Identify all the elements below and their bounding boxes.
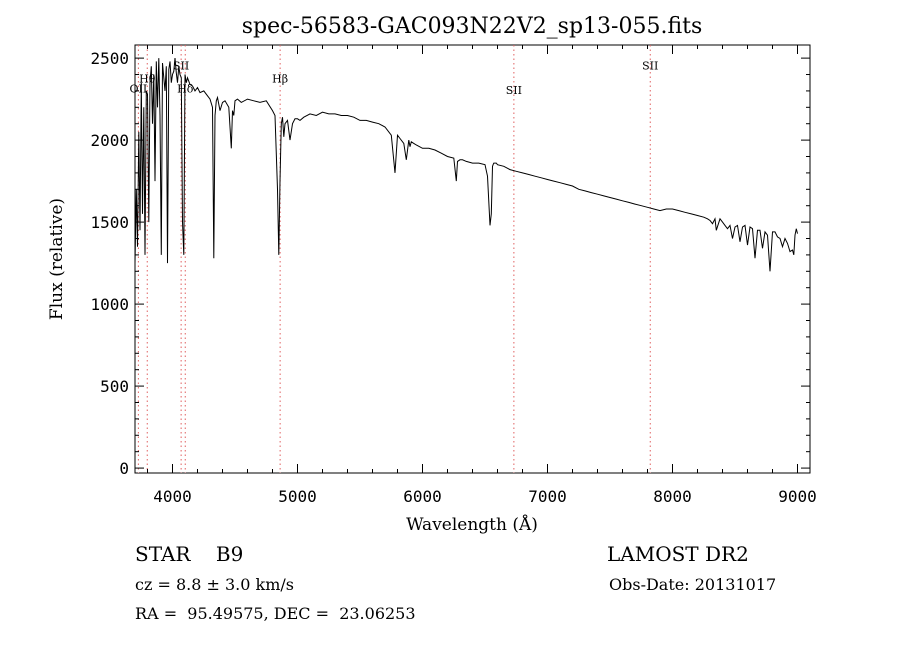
velocity-text: cz = 8.8 ± 3.0 km/s <box>135 575 294 594</box>
x-tick-label: 7000 <box>528 487 567 506</box>
line-marker-label: SII <box>173 60 189 73</box>
y-tick-label: 0 <box>119 459 129 478</box>
y-tick-label: 2000 <box>90 131 129 150</box>
plot-frame <box>134 44 811 474</box>
chart-title: spec-56583-GAC093N22V2_sp13-055.fits <box>242 14 703 39</box>
y-axis-label: Flux (relative) <box>47 198 67 320</box>
y-tick-label: 2500 <box>90 49 129 68</box>
x-tick-label: 9000 <box>778 487 817 506</box>
line-marker-label: OII <box>130 83 148 96</box>
line-marker-label: SII <box>642 60 658 73</box>
line-marker-label: Hβ <box>272 73 288 86</box>
coordinates-text: RA = 95.49575, DEC = 23.06253 <box>135 604 416 623</box>
y-axis: 0 500 1000 1500 2000 2500 <box>90 49 810 478</box>
x-tick-label: 4000 <box>153 487 192 506</box>
line-marker-label: SII <box>506 84 522 97</box>
object-class: STAR B9 <box>135 542 243 566</box>
survey-label: LAMOST DR2 <box>607 542 749 566</box>
star-label: STAR <box>135 542 191 566</box>
x-tick-label: 6000 <box>403 487 442 506</box>
y-tick-label: 1000 <box>90 295 129 314</box>
x-tick-label: 5000 <box>278 487 317 506</box>
x-tick-label: 8000 <box>653 487 692 506</box>
spectrum-line <box>134 58 798 272</box>
x-axis-label: Wavelength (Å) <box>406 514 538 535</box>
y-tick-label: 500 <box>100 377 129 396</box>
obs-date: Obs-Date: 20131017 <box>609 575 777 594</box>
y-tick-label: 1500 <box>90 213 129 232</box>
spectral-class: B9 <box>215 542 244 566</box>
line-marker-label: Hδ <box>177 83 194 96</box>
x-axis: 4000 5000 6000 7000 8000 9000 <box>147 45 817 506</box>
